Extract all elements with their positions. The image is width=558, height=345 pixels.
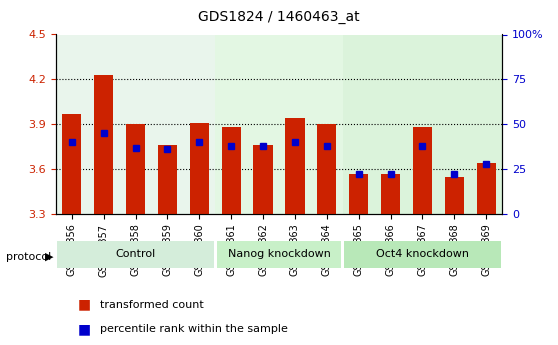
FancyBboxPatch shape [57,241,214,268]
Bar [184,34,215,214]
Bar [119,34,151,214]
Bar [279,34,311,214]
Bar [94,75,113,214]
Bar [343,34,374,214]
Bar [413,127,432,214]
Text: ▶: ▶ [45,252,53,262]
FancyBboxPatch shape [344,241,501,268]
Bar [151,34,184,214]
Bar [439,34,470,214]
Bar [407,34,439,214]
Bar [311,34,343,214]
Text: Nanog knockdown: Nanog knockdown [228,249,330,259]
Text: Oct4 knockdown: Oct4 knockdown [376,249,469,259]
Bar [247,34,279,214]
Bar [470,34,502,214]
Text: percentile rank within the sample: percentile rank within the sample [100,325,288,334]
Bar [158,145,177,214]
Text: ■: ■ [78,323,92,336]
Bar [62,114,81,214]
Bar [381,174,400,214]
Text: protocol: protocol [6,252,51,262]
Bar [215,34,343,214]
Bar [318,124,336,214]
Text: transformed count: transformed count [100,300,204,309]
Bar [56,34,215,214]
Text: GDS1824 / 1460463_at: GDS1824 / 1460463_at [198,10,360,24]
Text: Control: Control [116,249,156,259]
Bar [190,123,209,214]
Bar [56,34,88,214]
Bar [285,118,305,214]
Bar [126,124,145,214]
Text: ■: ■ [78,298,92,312]
Bar [343,34,502,214]
Bar [477,163,496,214]
Bar [374,34,407,214]
Bar [445,177,464,214]
Bar [253,145,273,214]
Bar [222,127,240,214]
Bar [88,34,119,214]
Bar [215,34,247,214]
FancyBboxPatch shape [217,241,341,268]
Bar [349,174,368,214]
